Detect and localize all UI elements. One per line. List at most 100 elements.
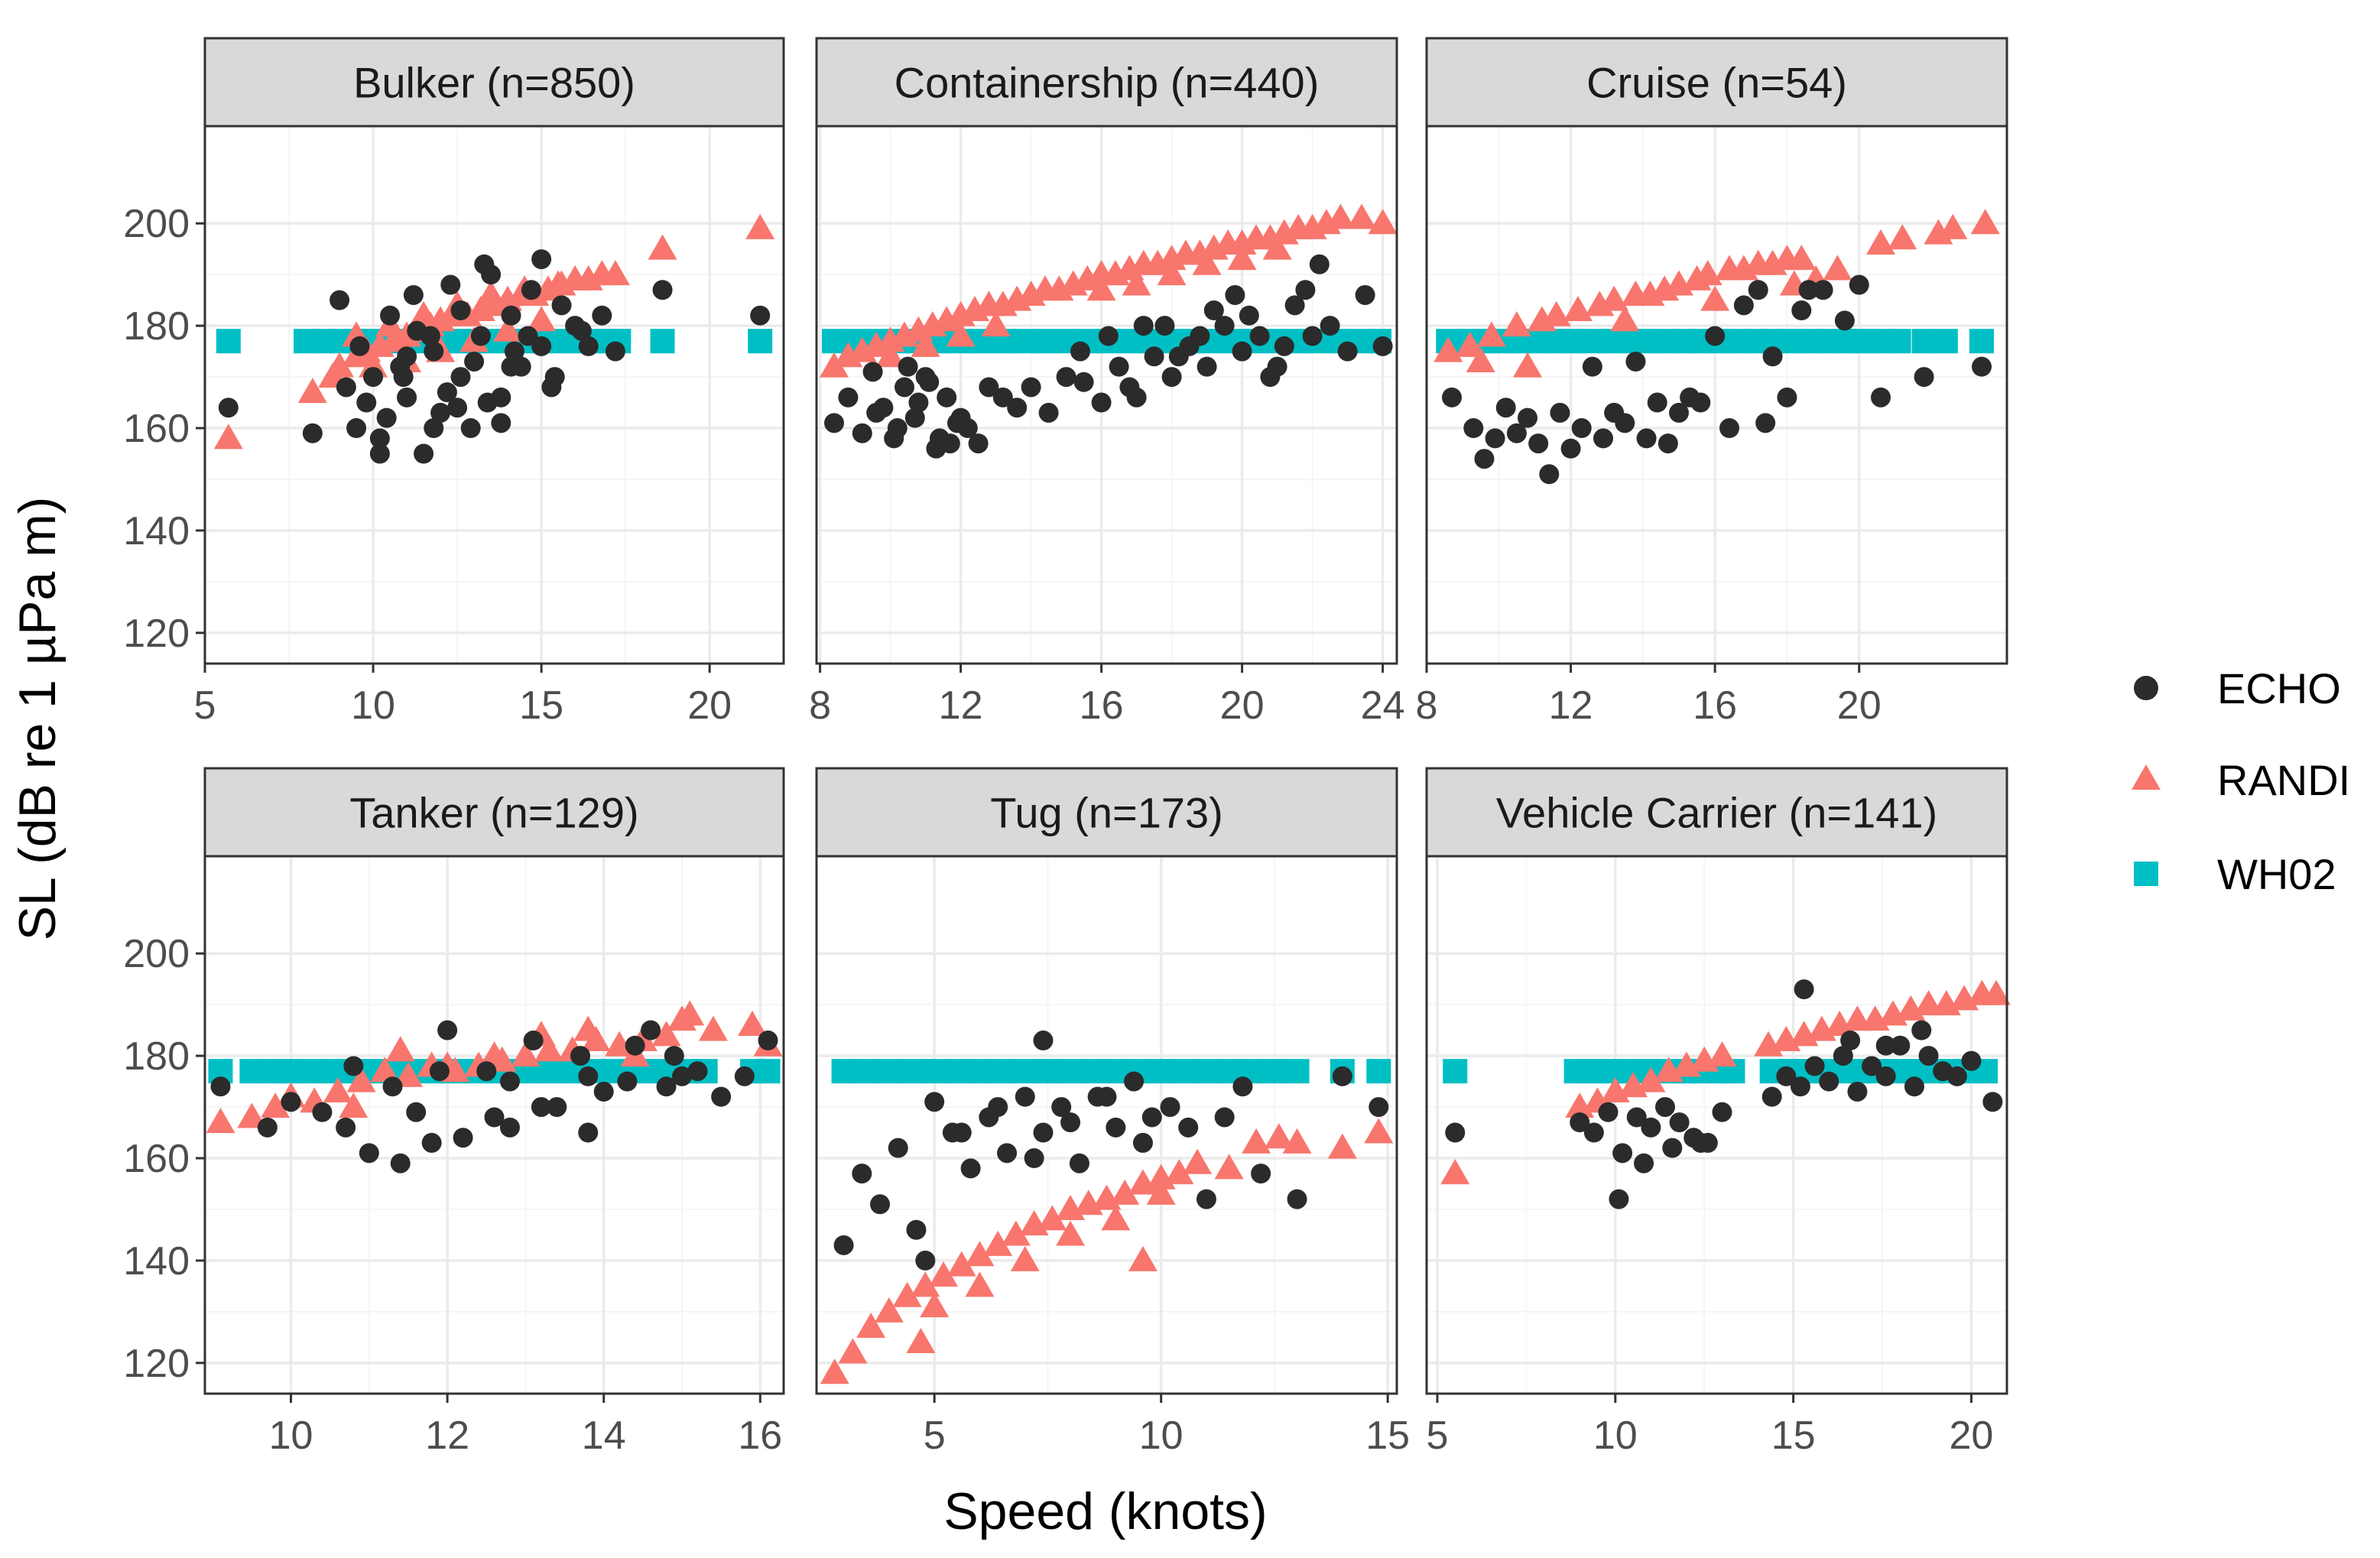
point-echo: [866, 402, 887, 423]
point-echo: [1690, 1132, 1711, 1153]
point-echo: [1274, 336, 1294, 356]
point-echo: [1612, 1143, 1633, 1164]
point-echo: [1833, 1046, 1853, 1066]
strip-tug: [815, 767, 1398, 858]
point-echo: [1442, 387, 1462, 407]
point-echo: [968, 433, 989, 454]
point-randi: [981, 311, 1011, 337]
point-randi: [1128, 1245, 1158, 1271]
y-tick-label: 180: [123, 304, 190, 349]
point-wh02: [302, 1059, 327, 1084]
point-randi: [1938, 213, 1968, 239]
point-randi: [875, 342, 905, 368]
point-echo: [838, 387, 859, 407]
point-echo: [1918, 1046, 1939, 1066]
point-echo: [1658, 433, 1678, 454]
point-echo: [1154, 316, 1175, 336]
point-echo: [1161, 367, 1182, 388]
point-echo: [888, 1138, 908, 1158]
point-echo: [501, 305, 521, 326]
panel-cruise: Cruise (n=54) 8 12 16 20: [1416, 37, 2008, 728]
legend-item-randi: RANDI: [2132, 756, 2350, 804]
y-tick-label: 140: [123, 509, 190, 553]
point-echo: [1091, 392, 1112, 413]
strip-bulker: [203, 37, 785, 128]
strip-title-cruise: Cruise (n=54): [1586, 59, 1847, 107]
point-randi: [1866, 229, 1895, 255]
point-echo: [336, 1117, 356, 1138]
point-echo: [440, 274, 461, 295]
y-tick-label: 200: [123, 202, 190, 246]
point-echo: [1875, 1035, 1896, 1056]
point-echo: [664, 1046, 684, 1066]
point-echo: [1890, 1035, 1911, 1056]
point-echo: [450, 300, 471, 321]
point-randi: [385, 1036, 415, 1062]
x-tick-label: 16: [738, 1414, 782, 1458]
point-echo: [852, 423, 872, 443]
point-wh02: [1366, 1059, 1391, 1084]
point-echo: [578, 336, 599, 356]
point-echo: [363, 367, 384, 388]
point-wh02: [278, 1059, 304, 1084]
x-tick-label: 20: [1837, 683, 1882, 728]
point-randi: [1183, 1148, 1213, 1174]
point-randi: [820, 1358, 849, 1384]
point-wh02: [1443, 1059, 1468, 1084]
point-randi: [493, 316, 523, 342]
point-echo: [1203, 300, 1224, 321]
point-randi: [1326, 203, 1356, 229]
point-echo: [1791, 300, 1812, 321]
point-echo: [551, 295, 572, 316]
y-tick-label: 160: [123, 407, 190, 451]
point-randi: [1364, 1118, 1394, 1144]
point-randi: [929, 1261, 959, 1287]
point-randi: [1227, 245, 1257, 271]
point-echo: [1719, 418, 1739, 439]
point-echo: [1260, 367, 1281, 388]
point-echo: [1798, 280, 1819, 300]
point-echo: [1518, 407, 1537, 428]
point-echo: [1762, 346, 1783, 367]
strip-cruise: [1425, 37, 2008, 128]
point-echo: [992, 387, 1013, 407]
x-tick-label: 12: [1549, 683, 1593, 728]
point-randi: [906, 1328, 936, 1354]
point-echo: [491, 413, 511, 433]
point-randi: [1476, 321, 1506, 347]
point-echo: [499, 1071, 520, 1092]
point-echo: [950, 407, 971, 428]
point-wh02: [1933, 329, 1958, 354]
point-echo: [1982, 1092, 2003, 1112]
point-randi: [1192, 249, 1222, 275]
point-randi: [1502, 311, 1531, 337]
points-vehicle-carrier: [1440, 979, 2011, 1209]
point-randi: [1455, 331, 1485, 357]
point-wh02: [990, 1059, 1015, 1084]
strip-title-tug: Tug (n=173): [990, 789, 1223, 837]
point-echo: [346, 418, 367, 439]
point-echo: [1196, 356, 1217, 377]
point-echo: [960, 1158, 981, 1179]
point-randi: [511, 1041, 541, 1067]
point-echo: [1705, 326, 1726, 346]
point-randi: [1122, 270, 1151, 296]
point-echo: [1528, 433, 1549, 454]
point-echo: [403, 284, 424, 305]
point-echo: [1445, 1122, 1466, 1143]
x-tick-label: 8: [809, 683, 831, 728]
point-echo: [1038, 402, 1059, 423]
point-echo: [656, 1076, 677, 1097]
x-tick-label: 15: [1365, 1414, 1410, 1458]
point-echo: [1190, 326, 1210, 346]
point-echo: [750, 305, 771, 326]
point-wh02: [854, 1059, 879, 1084]
point-echo: [919, 372, 940, 392]
points-tanker: [206, 1000, 783, 1173]
point-randi: [1086, 275, 1116, 301]
point-wh02: [537, 1059, 562, 1084]
point-echo: [531, 249, 552, 270]
point-randi: [1563, 296, 1593, 322]
point-echo: [1972, 356, 1992, 377]
